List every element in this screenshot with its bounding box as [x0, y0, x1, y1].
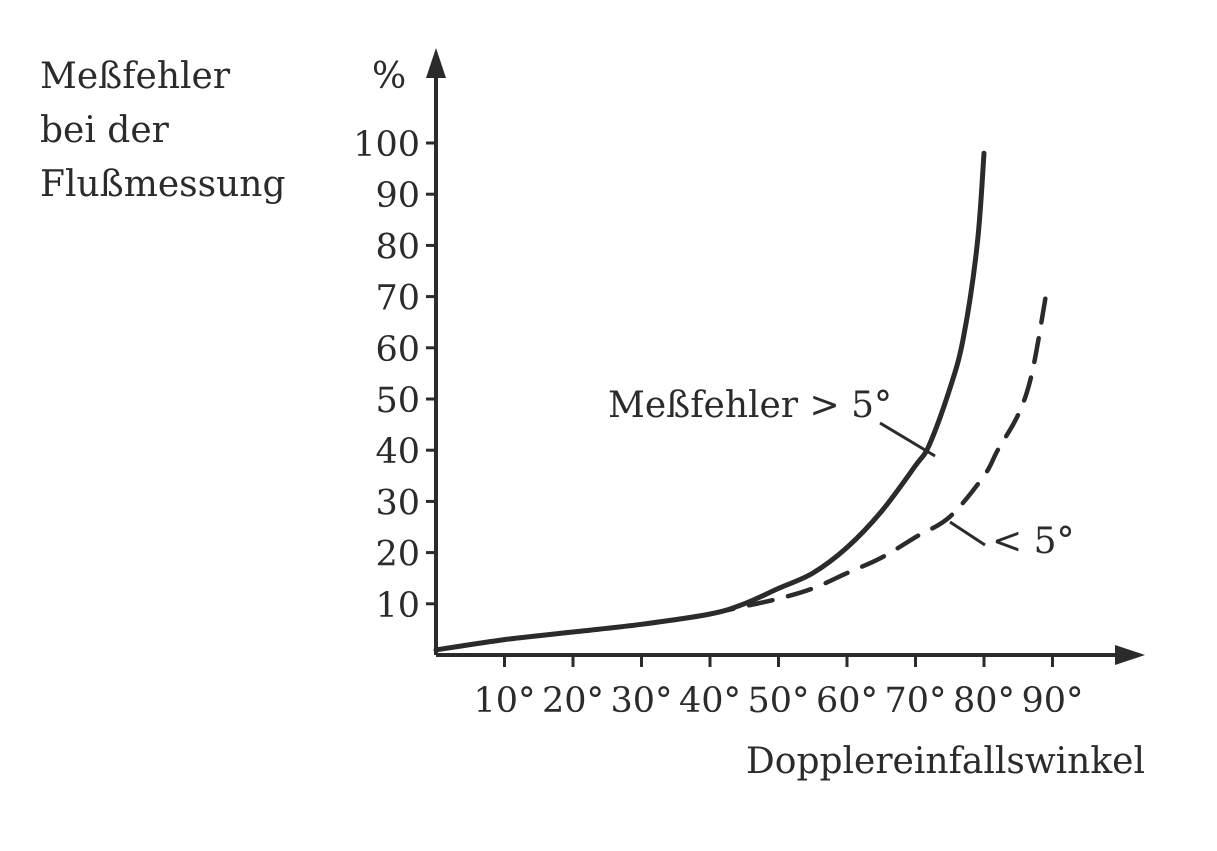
y-tick-label: 100	[353, 125, 420, 165]
x-tick-label: 30°	[610, 681, 672, 721]
series-line-gt5	[433, 150, 987, 653]
y-axis-unit: %	[372, 56, 406, 97]
x-tick-label: 10°	[473, 681, 535, 721]
series-label-gt5-leader	[879, 421, 936, 458]
series-line-lt5	[707, 294, 1048, 617]
y-tick-label: 70	[375, 279, 420, 319]
x-tick-label: 90°	[1021, 681, 1083, 721]
series-group	[433, 150, 1048, 653]
x-tick-label: 60°	[816, 681, 878, 721]
y-tick-label: 30	[375, 483, 420, 523]
y-tick-label: 10	[375, 586, 420, 626]
series-label-lt5: < 5°	[992, 521, 1075, 562]
y-tick-label: 20	[375, 535, 420, 575]
y-tick-label: 40	[375, 432, 420, 472]
x-axis-ticks: 10° 20° 30° 40° 50° 60° 70° 80° 90°	[473, 655, 1084, 721]
y-axis-ticks: 10 20 30 40 50 60 70 80 90 100	[353, 125, 436, 626]
y-tick-label: 60	[375, 330, 420, 370]
x-tick-label: 20°	[542, 681, 604, 721]
y-tick-label: 50	[375, 381, 420, 421]
series-label-lt5-leader	[949, 520, 986, 547]
x-tick-label: 80°	[953, 681, 1015, 721]
y-axis-title-line-1: Meßfehler	[40, 56, 231, 97]
series-label-gt5: Meßfehler > 5°	[608, 385, 892, 426]
y-tick-label: 80	[375, 227, 420, 267]
y-axis-title: Meßfehler bei der Flußmessung	[40, 56, 286, 205]
x-tick-label: 50°	[747, 681, 809, 721]
y-axis-title-line-3: Flußmessung	[40, 164, 286, 205]
x-tick-label: 70°	[884, 681, 946, 721]
x-tick-label: 40°	[679, 681, 741, 721]
y-tick-label: 90	[375, 176, 420, 216]
y-axis-title-line-2: bei der	[40, 110, 170, 151]
y-axis-arrow	[426, 48, 446, 78]
x-axis-arrow	[1115, 645, 1145, 665]
x-axis-title: Dopplereinfallswinkel	[746, 741, 1145, 782]
